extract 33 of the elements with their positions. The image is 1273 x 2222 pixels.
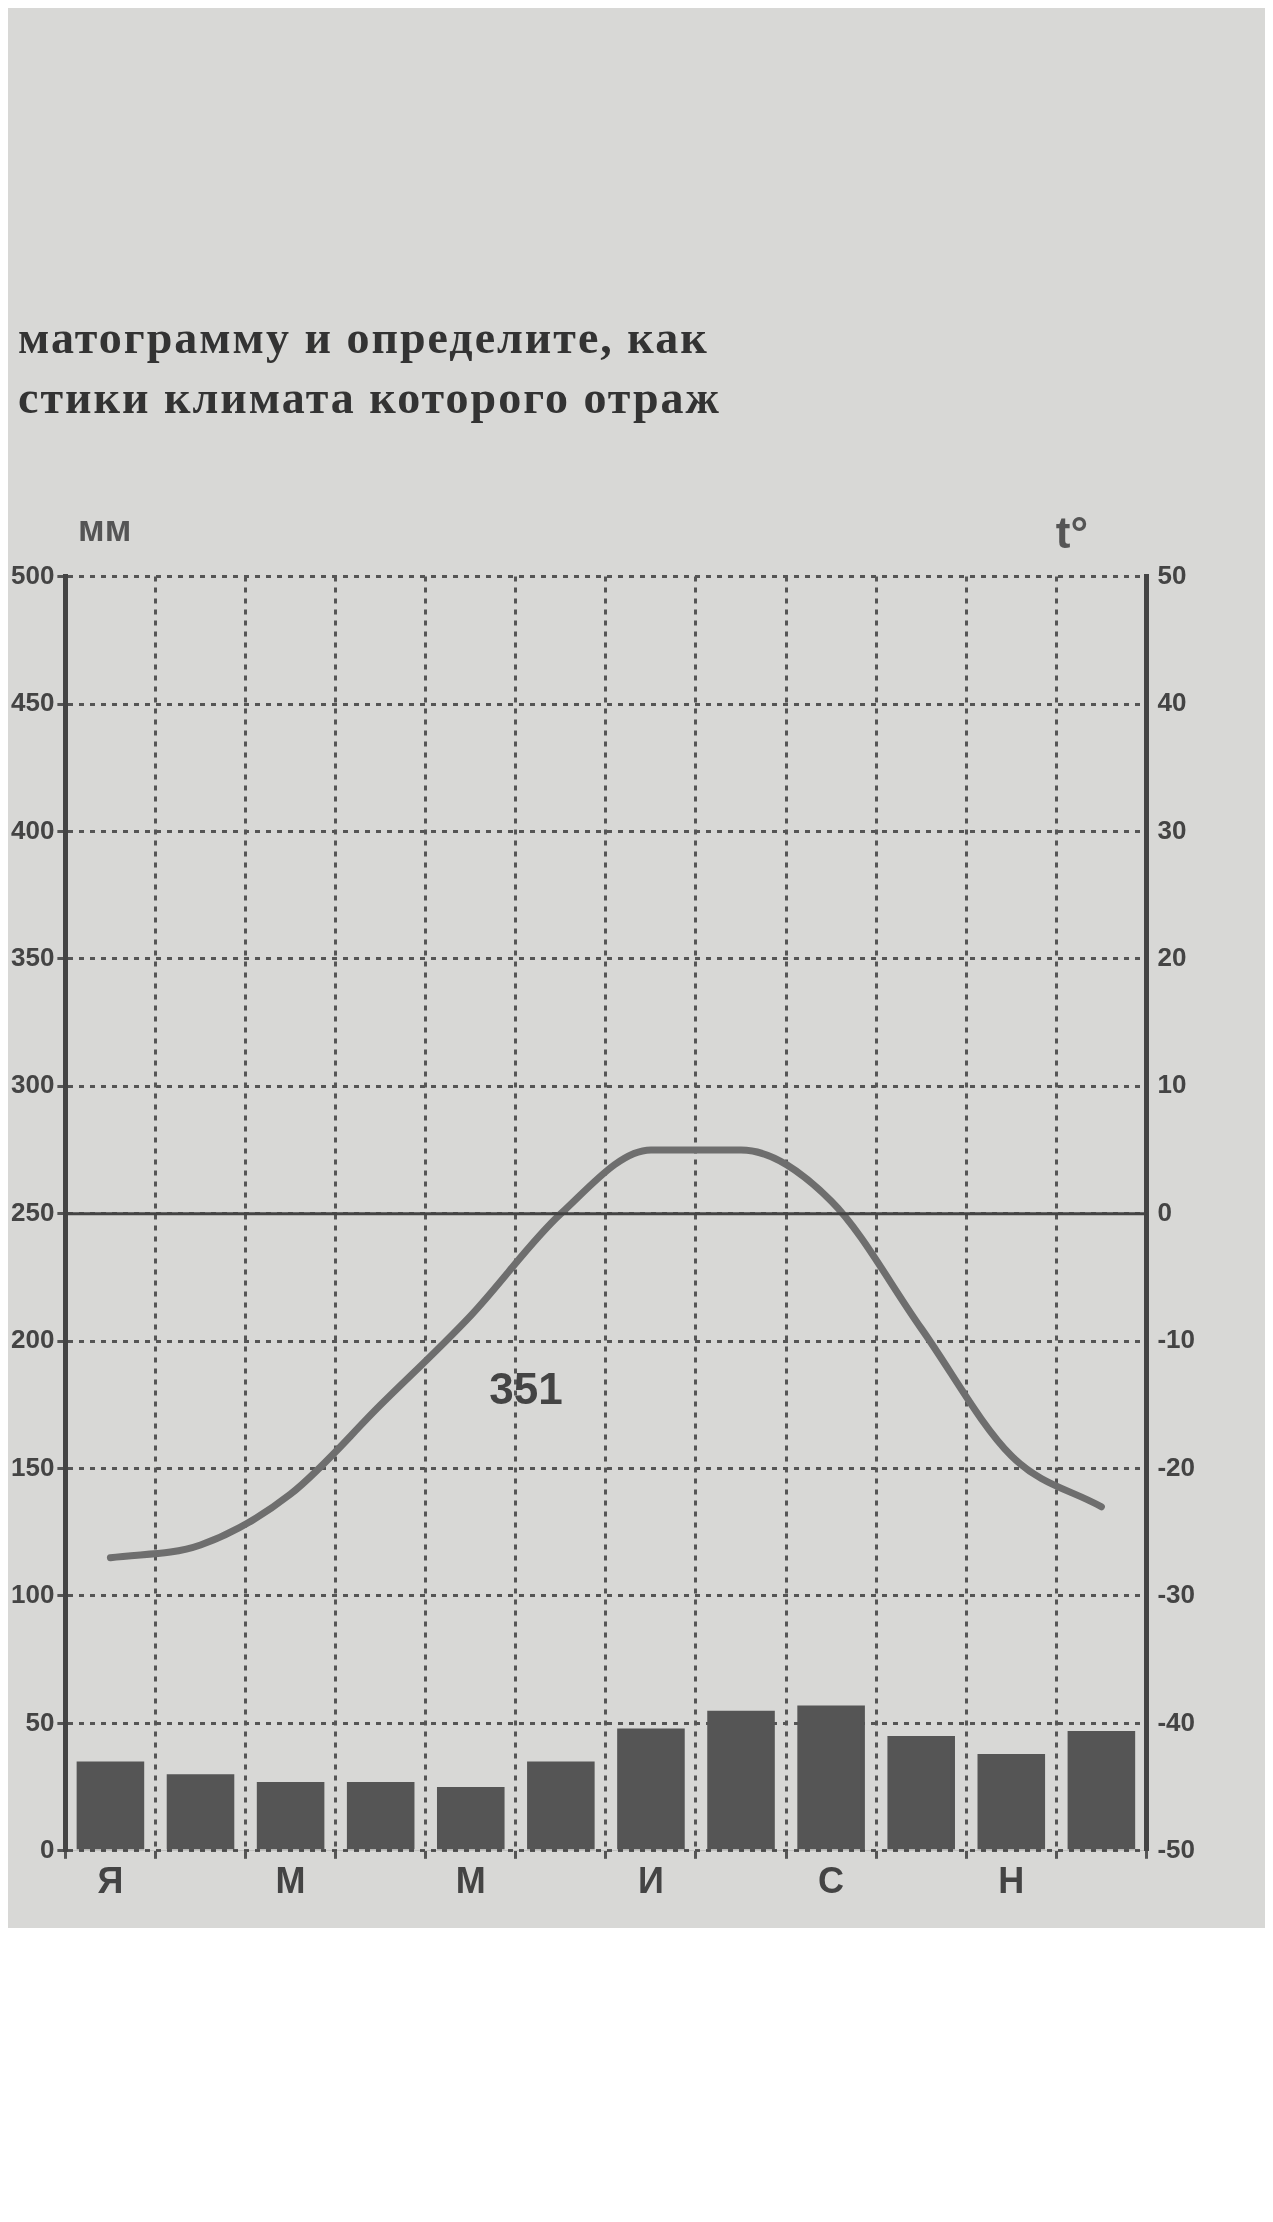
y-tick-label: 0 bbox=[39, 1833, 55, 1864]
y2-tick-label: -10 bbox=[1157, 1324, 1195, 1355]
y2-tick-label: 30 bbox=[1157, 814, 1187, 845]
y2-tick-label: -30 bbox=[1157, 1579, 1195, 1610]
y2-tick-label: -20 bbox=[1157, 1451, 1195, 1482]
annotation: 351 bbox=[489, 1364, 563, 1414]
x-tick-label: Н bbox=[998, 1860, 1025, 1902]
y-tick-label: 500 bbox=[10, 559, 55, 590]
y-tick-label: 350 bbox=[10, 942, 55, 973]
x-tick-label: М bbox=[455, 1860, 486, 1902]
y2-tick-label: 50 bbox=[1157, 559, 1187, 590]
y-tick-label: 250 bbox=[10, 1196, 55, 1227]
chart-title: матограмму и определите, как bbox=[17, 311, 710, 365]
x-tick-label: Я bbox=[97, 1860, 124, 1902]
y2-tick-label: 20 bbox=[1157, 942, 1187, 973]
y2-tick-label: -40 bbox=[1157, 1706, 1195, 1737]
y-tick-label: 400 bbox=[10, 814, 55, 845]
chart-subtitle: стики климата которого отраж bbox=[17, 371, 722, 425]
x-tick-label: И bbox=[638, 1860, 664, 1902]
y-tick-label: 200 bbox=[10, 1324, 55, 1355]
x-tick-label: С bbox=[818, 1860, 845, 1902]
y2-tick-label: 0 bbox=[1157, 1196, 1172, 1227]
y-tick-label: 50 bbox=[25, 1706, 55, 1737]
y2-tick-label: 40 bbox=[1157, 687, 1187, 718]
y-tick-label: 150 bbox=[10, 1451, 55, 1482]
y-tick-label: 450 bbox=[10, 687, 55, 718]
y2-axis-title: t° bbox=[1055, 508, 1089, 558]
y-axis-title: мм bbox=[77, 508, 132, 551]
y-tick-label: 100 bbox=[10, 1579, 55, 1610]
y2-tick-label: 10 bbox=[1157, 1069, 1187, 1100]
y2-tick-label: -50 bbox=[1157, 1833, 1195, 1864]
x-tick-label: М bbox=[275, 1860, 306, 1902]
y-tick-label: 300 bbox=[10, 1069, 55, 1100]
